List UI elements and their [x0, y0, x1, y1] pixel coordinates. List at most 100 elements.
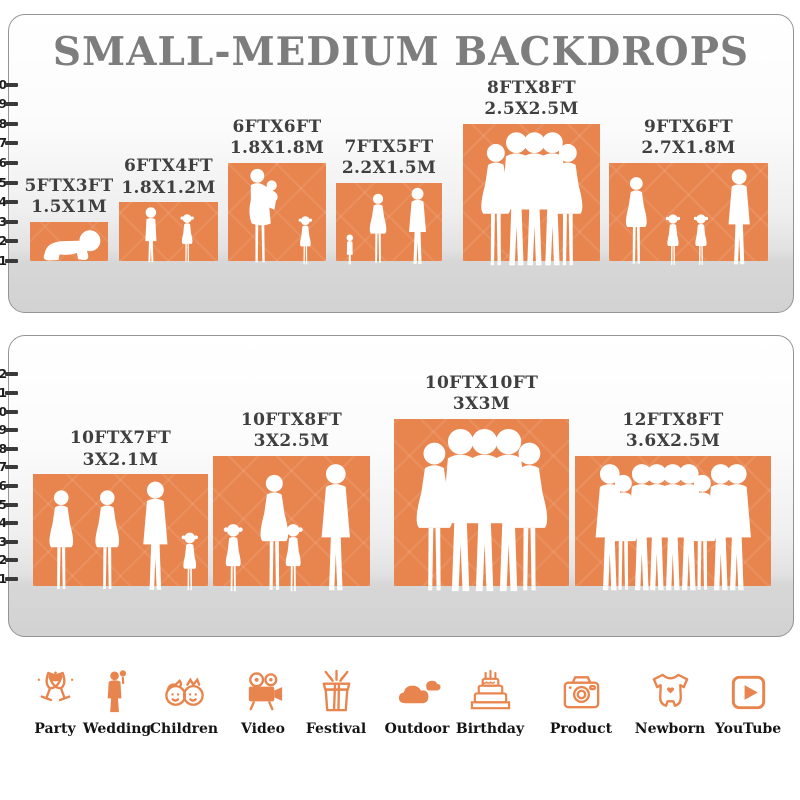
silhouette-toddler — [346, 234, 353, 265]
scale-tick-label-5: 5 — [0, 497, 7, 512]
scale-tick-label-4: 4 — [0, 516, 7, 531]
newborn-icon — [652, 673, 688, 707]
silhouette-woman — [625, 177, 647, 264]
scale-tick-mark — [5, 465, 18, 470]
category-outdoor: Outdoor — [375, 660, 459, 737]
silhouette-girl — [665, 214, 680, 265]
backdrop-size-ft: 5FTX3FT — [24, 175, 114, 196]
product-icon — [563, 676, 599, 709]
scale-tick-label-10: 10 — [0, 77, 7, 92]
silhouette-man — [143, 481, 168, 590]
category-label: Festival — [305, 721, 367, 737]
scale-tick-label-12: 12 — [0, 367, 7, 382]
backdrop-size-m: 3X3M — [452, 394, 511, 414]
backdrop-size-m: 3X2.5M — [253, 431, 330, 452]
scale-tick-mark — [5, 558, 18, 563]
scale-tick-mark — [5, 121, 18, 126]
scale-tick-label-7: 7 — [0, 136, 7, 151]
scale-tick-label-3: 3 — [0, 214, 7, 229]
backdrop-label: 10FTX10FT 3X3M — [425, 373, 539, 416]
wedding-icon — [107, 670, 126, 713]
category-label: Product — [549, 721, 613, 737]
scale-tick-mark — [5, 428, 18, 433]
category-label: Outdoor — [384, 721, 450, 737]
backdrop-9ftx6ft — [609, 163, 768, 265]
category-label: Video — [241, 721, 285, 737]
silhouette-girl — [180, 214, 195, 263]
scale-tick-mark — [5, 484, 18, 488]
backdrop-6ftx6ft — [228, 163, 326, 265]
backdrop-10ftx10ft — [394, 418, 569, 592]
backdrop-size-m: 3X2.1M — [82, 449, 159, 470]
silhouette-woman — [369, 193, 387, 264]
category-video: Video — [221, 660, 305, 737]
birthday-icon — [470, 669, 510, 710]
backdrop-size-ft: 6FTX6FT — [232, 117, 322, 137]
silhouette-man — [728, 169, 750, 265]
festival-icon — [294, 660, 378, 716]
silhouette-baby — [43, 230, 101, 261]
scale-tick-mark — [5, 539, 18, 544]
video-icon — [221, 660, 305, 716]
backdrop-8ftx8ft — [463, 123, 600, 266]
outdoor-icon — [375, 660, 459, 716]
backdrop-size-ft: 8FTX8FT — [486, 77, 577, 98]
backdrop-size-m: 2.5X2.5M — [484, 99, 579, 120]
category-party: Party — [13, 660, 97, 737]
silhouette-girl — [298, 216, 313, 265]
scale-tick-mark — [5, 259, 18, 263]
backdrop-label: 6FTX6FT 1.8X1.8M — [230, 117, 324, 160]
scale-tick-mark — [5, 141, 18, 146]
backdrop-10ftx8ft — [213, 455, 370, 591]
category-label: Birthday — [455, 721, 525, 737]
silhouette-mom — [249, 168, 278, 263]
youtube-icon — [706, 660, 790, 716]
silhouette-woman — [95, 490, 119, 590]
category-wedding: Wedding — [75, 660, 159, 737]
scale-tick-label-1: 1 — [0, 254, 7, 268]
scale-tick-mark — [5, 180, 18, 185]
category-label: Wedding — [82, 721, 152, 737]
category-row: Party Wedding Children Video Festival Outdoor… — [0, 660, 800, 756]
category-children: Children — [142, 660, 226, 737]
backdrop-size-m: 2.7X1.8M — [641, 138, 736, 159]
newborn-icon — [628, 660, 712, 716]
silhouette-girl — [181, 532, 198, 591]
category-newborn: Newborn — [628, 660, 712, 737]
category-label: Party — [34, 721, 76, 737]
scale-tick-mark — [5, 409, 18, 414]
backdrop-size-ft: 6FTX4FT — [123, 156, 214, 177]
scale-tick-label-6: 6 — [0, 156, 7, 170]
scale-tick-label-9: 9 — [0, 423, 7, 438]
scale-tick-label-11: 11 — [0, 386, 7, 400]
scale-tick-mark — [5, 577, 18, 581]
category-youtube: YouTube — [706, 660, 790, 737]
scale-tick-mark — [5, 372, 18, 377]
category-birthday: Birthday — [448, 660, 532, 737]
backdrop-size-ft: 10FTX8FT — [240, 409, 343, 430]
children-icon — [142, 660, 226, 716]
outdoor-icon — [398, 680, 441, 704]
scale-tick-label-1: 1 — [0, 572, 7, 586]
backdrop-size-m: 1.8X1.8M — [229, 138, 325, 159]
panel-medium-backdrops: 12111098765432110FTX7FT3X2.1M10FTX8FT3X2… — [0, 335, 794, 637]
scale-tick-mark — [5, 102, 18, 107]
silhouette-woman — [552, 143, 582, 265]
scale-tick-label-5: 5 — [0, 175, 7, 190]
scale-tick-label-2: 2 — [0, 553, 7, 568]
backdrop-5ftx3ft — [30, 221, 108, 261]
backdrop-size-ft: 10FTX7FT — [69, 428, 172, 449]
backdrop-label: 10FTX7FT 3X2.1M — [70, 428, 171, 471]
silhouette-boy — [145, 207, 157, 263]
scale-tick-mark — [5, 82, 18, 87]
backdrop-size-m: 1.8X1.2M — [121, 177, 216, 198]
scale-tick-label-4: 4 — [0, 195, 7, 210]
backdrop-size-ft: 7FTX5FT — [344, 136, 434, 157]
backdrop-6ftx4ft — [119, 202, 218, 263]
backdrop-label: 12FTX8FT 3.6X2.5M — [622, 410, 723, 453]
backdrop-10ftx7ft — [33, 474, 208, 591]
category-product: Product — [539, 660, 623, 737]
scale-tick-label-6: 6 — [0, 479, 7, 493]
scale-tick-label-7: 7 — [0, 460, 7, 475]
backdrop-label: 8FTX8FT 2.5X2.5M — [484, 78, 578, 121]
